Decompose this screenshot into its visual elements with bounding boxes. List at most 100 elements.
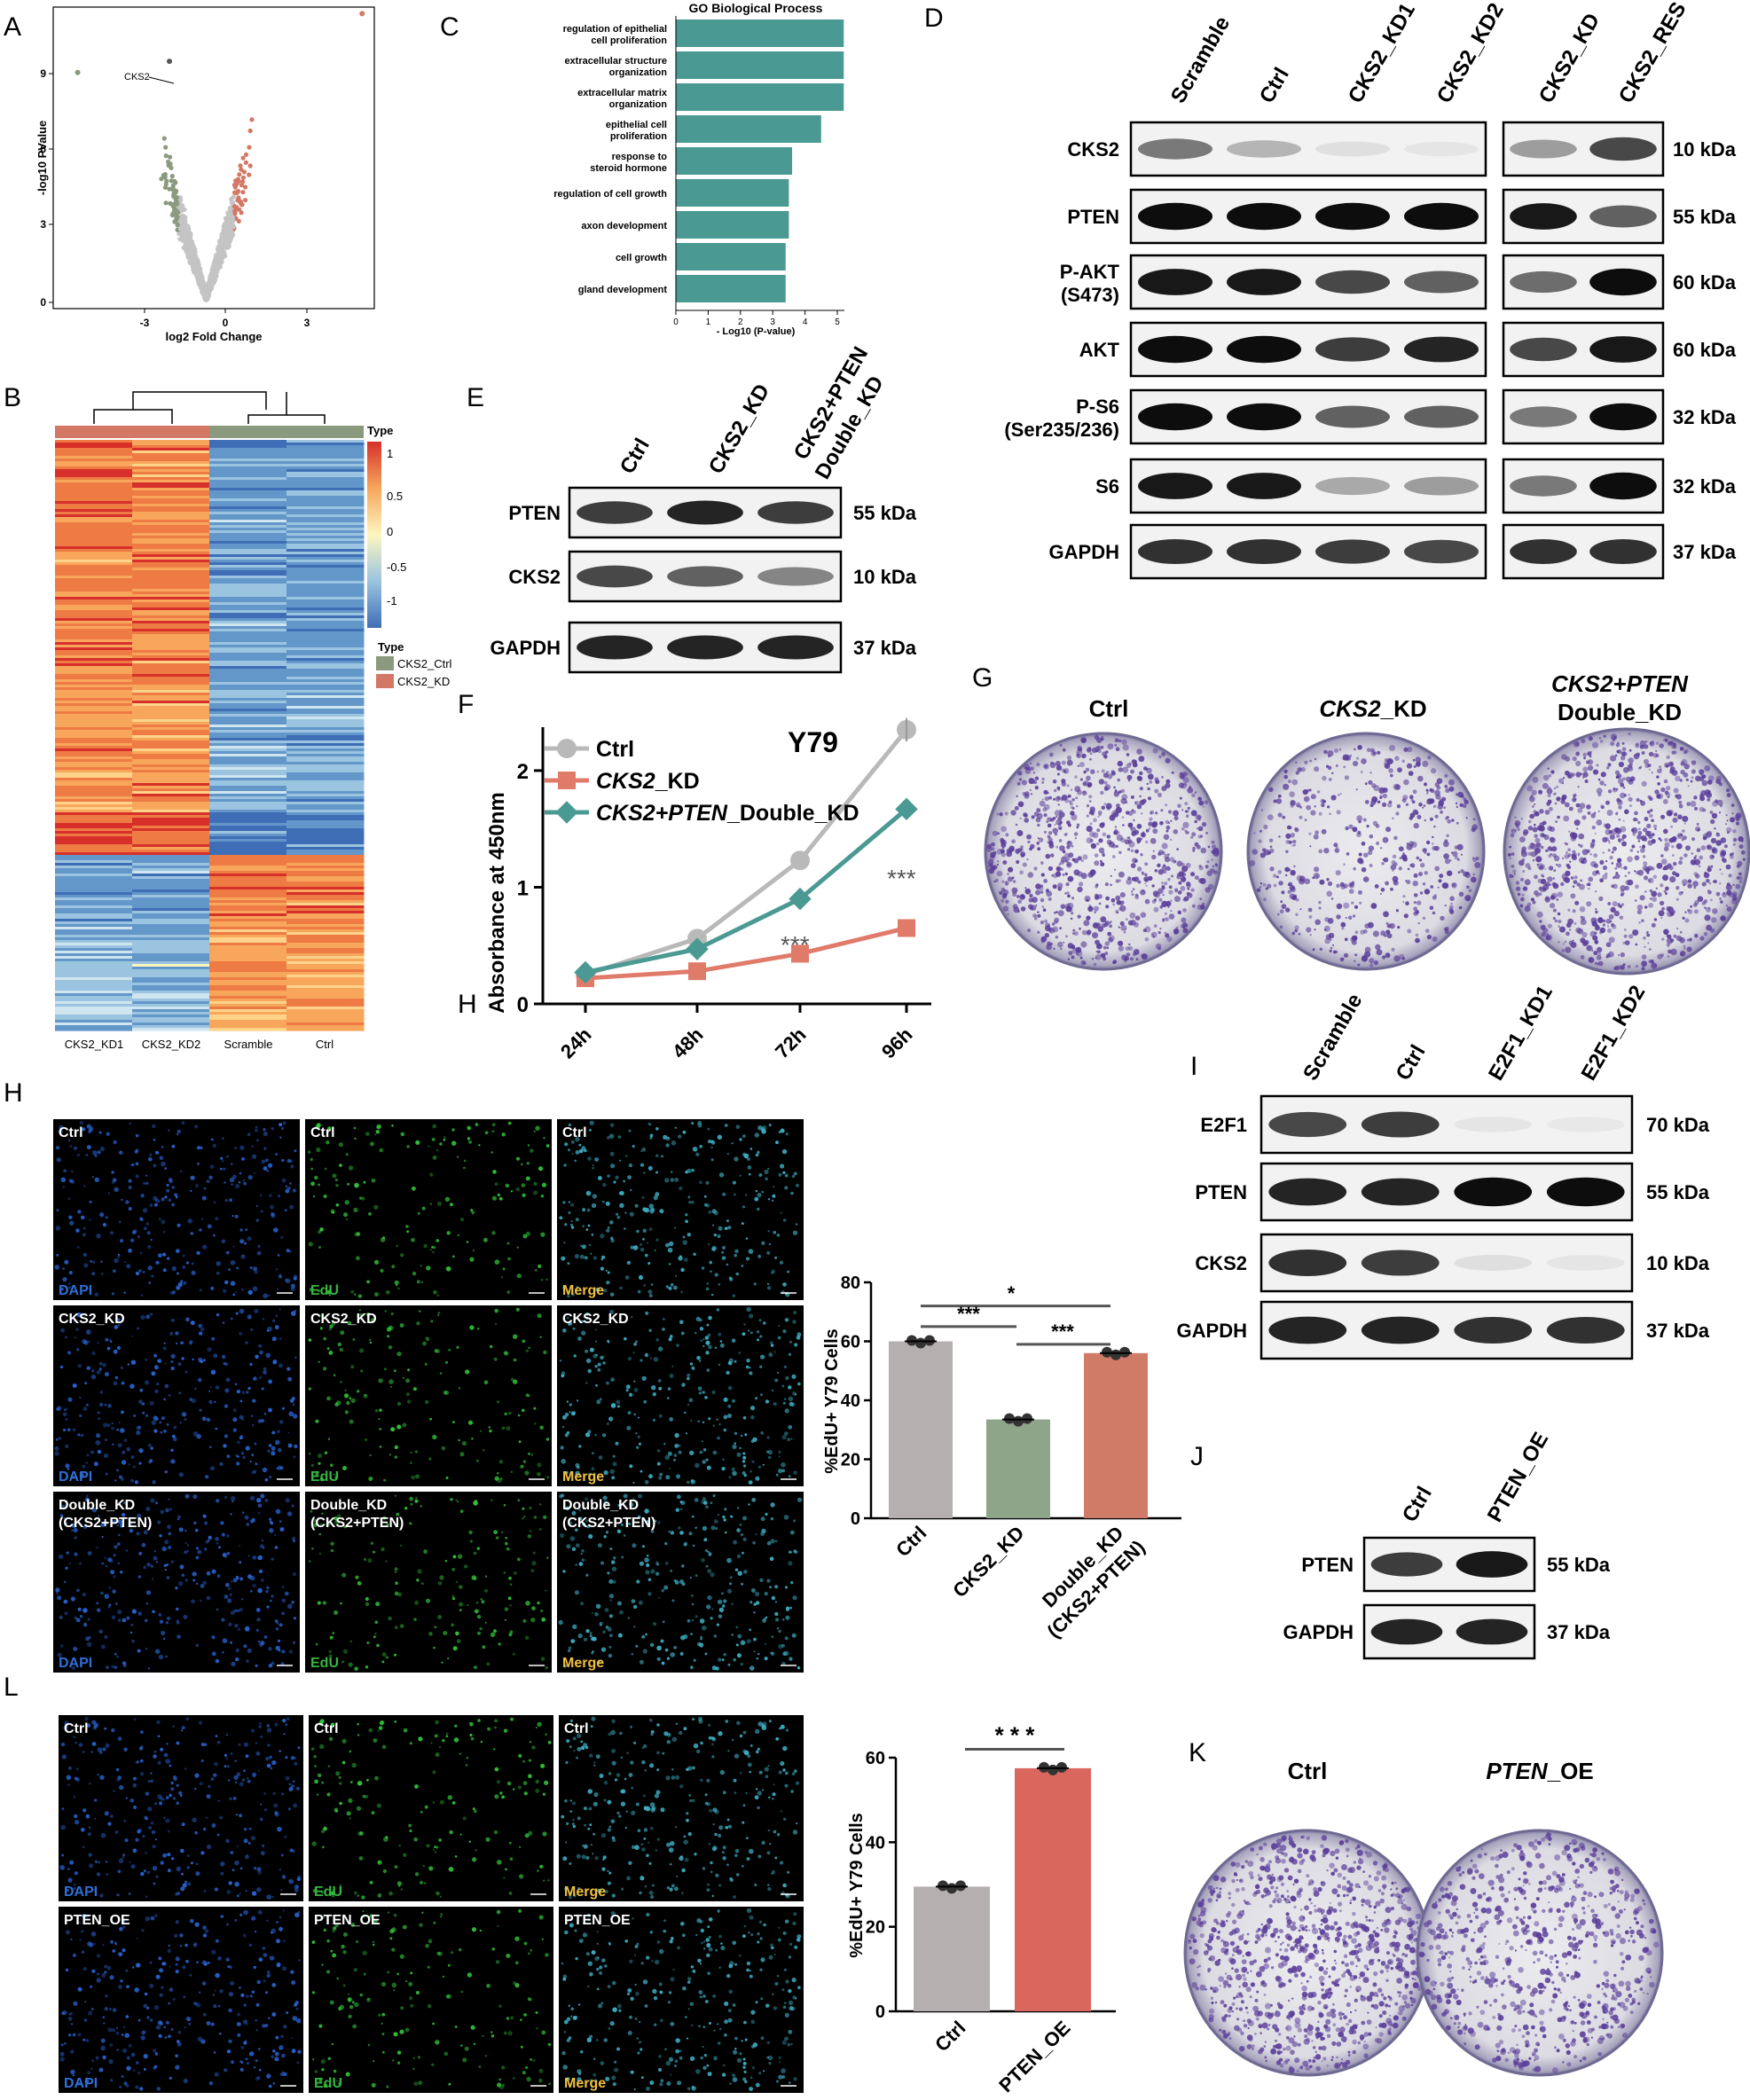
colony-dot <box>1687 879 1692 883</box>
colony-dot <box>1098 838 1103 843</box>
colony-dot <box>1027 872 1034 878</box>
blot-band <box>1315 270 1390 294</box>
colony-dot <box>1735 821 1740 826</box>
colony-dot <box>1110 897 1116 903</box>
volcano-point <box>232 211 238 216</box>
colony-dot <box>1665 886 1669 891</box>
colony-dot <box>1719 868 1722 871</box>
colony-dot <box>1114 826 1118 828</box>
colony-dot <box>1048 752 1054 757</box>
colony-dot <box>1121 816 1125 819</box>
colony-dot <box>1147 787 1150 791</box>
colony-dot <box>1636 870 1640 875</box>
colony-dot <box>1066 759 1073 766</box>
colony-dot <box>1660 854 1664 858</box>
go-category-label: response to <box>612 152 668 162</box>
volcano-point <box>207 285 212 290</box>
colony-dot <box>1624 874 1628 878</box>
colony-dot <box>1563 815 1570 822</box>
heatmap-scale-tick: 0 <box>387 525 393 538</box>
colony-dot <box>1059 820 1063 825</box>
colony-dot <box>1145 884 1148 887</box>
colony-dot <box>1364 800 1369 804</box>
colony-dot <box>1336 810 1341 815</box>
volcano-point <box>177 237 183 242</box>
colony-dot <box>1285 907 1291 913</box>
colony-dot <box>1640 800 1645 806</box>
colony-dot <box>1084 895 1091 902</box>
colony-dot <box>1660 858 1668 865</box>
microscopy-cell <box>235 1291 238 1294</box>
colony-dot <box>1539 825 1545 832</box>
colony-dot <box>1691 837 1695 842</box>
colony-dot <box>1123 931 1126 934</box>
colony-dot <box>1443 806 1446 809</box>
colony-dot <box>1024 887 1027 889</box>
blot-band <box>757 635 834 660</box>
colony-dot <box>1201 821 1207 827</box>
colony-dot <box>1707 797 1711 802</box>
colony-dot <box>1577 852 1581 855</box>
colony-dot <box>1126 753 1130 756</box>
colony-dot <box>1426 852 1431 857</box>
colony-dot <box>1637 820 1641 825</box>
colony-dot <box>1379 796 1383 799</box>
colony-dot <box>1091 958 1095 960</box>
colony-dot <box>1049 796 1052 799</box>
colony-dot <box>1261 848 1267 852</box>
colony-dot <box>1649 897 1652 900</box>
microscopy-cell <box>265 1158 269 1162</box>
colony-dot <box>1082 781 1087 787</box>
colony-dot <box>1048 843 1055 849</box>
colony-dot <box>1445 788 1450 794</box>
colony-dot <box>1152 936 1155 938</box>
colony-dot <box>1409 841 1415 847</box>
heatmap-legend-swatch <box>376 674 394 688</box>
colony-dot <box>1096 828 1101 833</box>
colony-dot <box>999 812 1003 817</box>
colony-dot <box>1429 817 1433 821</box>
colony-dot <box>1622 786 1626 789</box>
colony-dot <box>1559 926 1566 933</box>
heatmap-cell <box>209 1028 287 1031</box>
colony-dot <box>1638 921 1641 924</box>
colony-dot <box>1061 781 1067 787</box>
colony-dot <box>1596 954 1602 960</box>
colony-dot <box>1707 866 1712 873</box>
colony-dot <box>1410 798 1414 802</box>
colony-dot <box>1118 739 1122 743</box>
volcano-point <box>187 246 192 251</box>
colony-dot <box>1110 812 1115 817</box>
colony-dot <box>1628 804 1632 808</box>
colony-dot <box>1007 913 1009 915</box>
colony-dot <box>1198 800 1205 806</box>
colony-dot <box>1136 866 1142 872</box>
colony-dot <box>1732 837 1738 842</box>
colony-dot <box>1392 854 1397 859</box>
colony-dot <box>1738 844 1744 850</box>
colony-dot <box>1105 905 1110 909</box>
colony-dot <box>1465 817 1468 819</box>
colony-dot <box>996 870 1003 877</box>
colony-dot <box>1334 848 1340 853</box>
colony-dot <box>1277 812 1283 818</box>
legend-label-kd-gene: CKS2 <box>596 769 655 794</box>
colony-dot <box>1291 844 1295 847</box>
go-bar <box>676 211 789 239</box>
colony-dot <box>1557 864 1562 868</box>
colony-dot <box>1064 798 1070 803</box>
colony-dot <box>1173 929 1180 935</box>
colony-dot <box>1174 888 1179 892</box>
colony-dot <box>1118 926 1120 929</box>
colony-dot <box>1041 781 1045 784</box>
colony-dot <box>1718 782 1723 787</box>
colony-dot <box>996 812 1000 816</box>
colony-dot <box>1605 955 1609 959</box>
colony-dot <box>1152 828 1158 835</box>
colony-dot <box>1090 872 1095 876</box>
colony-dot <box>1128 762 1132 765</box>
blot-band <box>667 635 743 660</box>
colony-dot <box>1040 861 1044 865</box>
colony-dot <box>1627 965 1631 968</box>
colony-dot <box>1076 754 1081 759</box>
